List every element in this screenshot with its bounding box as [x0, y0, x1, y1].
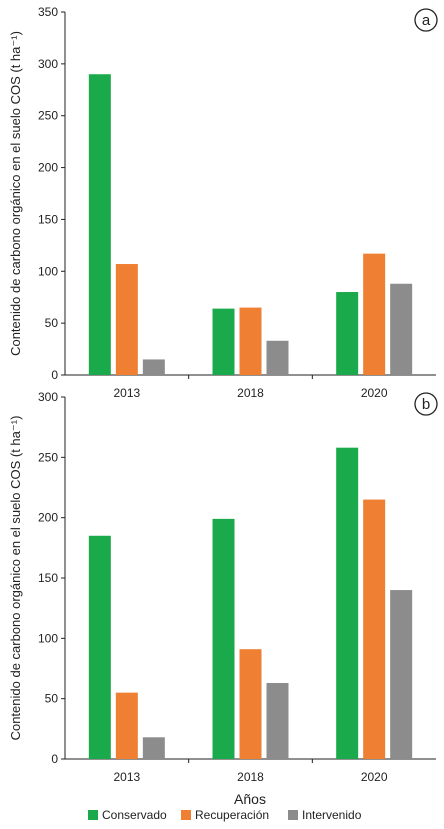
bar-intervenido-2020	[390, 283, 413, 375]
bar-recuperacin-2020	[363, 253, 386, 375]
legend-label-conservado: Conservado	[102, 808, 167, 822]
y-tick-label: 250	[38, 109, 58, 123]
y-tick-label: 350	[38, 5, 58, 19]
panel-label: a	[422, 12, 431, 29]
bar-conservado-2013	[88, 74, 111, 375]
bar-conservado-2013	[88, 535, 111, 759]
bar-recuperacin-2018	[239, 649, 262, 759]
bar-intervenido-2013	[142, 359, 165, 375]
panel-label-circle	[414, 392, 438, 416]
bar-recuperacin-2013	[115, 692, 138, 759]
x-tick-label: 2020	[361, 386, 388, 400]
bar-intervenido-2018	[266, 340, 289, 375]
bar-intervenido-2020	[390, 590, 413, 759]
bar-intervenido-2018	[266, 682, 289, 759]
bar-conservado-2018	[212, 518, 235, 759]
bar-recuperacin-2018	[239, 307, 262, 375]
panel-label-circle	[414, 8, 438, 32]
legend-swatch-intervenido	[288, 810, 298, 820]
y-axis-title: Contenido de carbono orgánico en el suel…	[8, 31, 23, 356]
bar-intervenido-2013	[142, 737, 165, 759]
y-tick-label: 0	[51, 752, 58, 766]
panel-label: b	[422, 396, 430, 413]
bar-recuperacin-2013	[115, 264, 138, 375]
legend-label-recuperacin: Recuperación	[195, 808, 269, 822]
chart-panel-a: 0 50 100 150 200 250 300 350 2013 2018 2020 Conteni…	[8, 5, 438, 400]
bar-recuperacin-2020	[363, 499, 386, 759]
y-tick-label: 300	[38, 390, 58, 404]
y-tick-label: 0	[51, 368, 58, 382]
y-tick-label: 200	[38, 511, 58, 525]
bar-conservado-2020	[336, 292, 359, 375]
x-tick-label: 2018	[237, 386, 264, 400]
y-tick-label: 100	[38, 264, 58, 278]
y-tick-label: 200	[38, 161, 58, 175]
legend: Conservado Recuperación Intervenido	[88, 808, 362, 822]
y-tick-label: 100	[38, 631, 58, 645]
legend-swatch-conservado	[88, 810, 98, 820]
y-tick-label: 300	[38, 57, 58, 71]
y-tick-label: 250	[38, 450, 58, 464]
bar-conservado-2018	[212, 308, 235, 375]
legend-label-intervenido: Intervenido	[302, 808, 362, 822]
y-tick-label: 50	[45, 316, 59, 330]
y-tick-label: 150	[38, 571, 58, 585]
chart-panel-b: 0 50 100 150 200 250 300 2013 2018 2020 Contenido …	[8, 390, 438, 784]
legend-swatch-recuperacin	[181, 810, 191, 820]
x-tick-label: 2013	[113, 386, 140, 400]
x-tick-label: 2013	[113, 770, 140, 784]
x-tick-label: 2020	[361, 770, 388, 784]
bar-conservado-2020	[336, 447, 359, 759]
y-axis-title: Contenido de carbono orgánico en el suel…	[8, 416, 23, 741]
x-axis-title: Años	[234, 791, 266, 807]
y-tick-label: 50	[45, 692, 59, 706]
x-tick-label: 2018	[237, 770, 264, 784]
y-tick-label: 150	[38, 212, 58, 226]
